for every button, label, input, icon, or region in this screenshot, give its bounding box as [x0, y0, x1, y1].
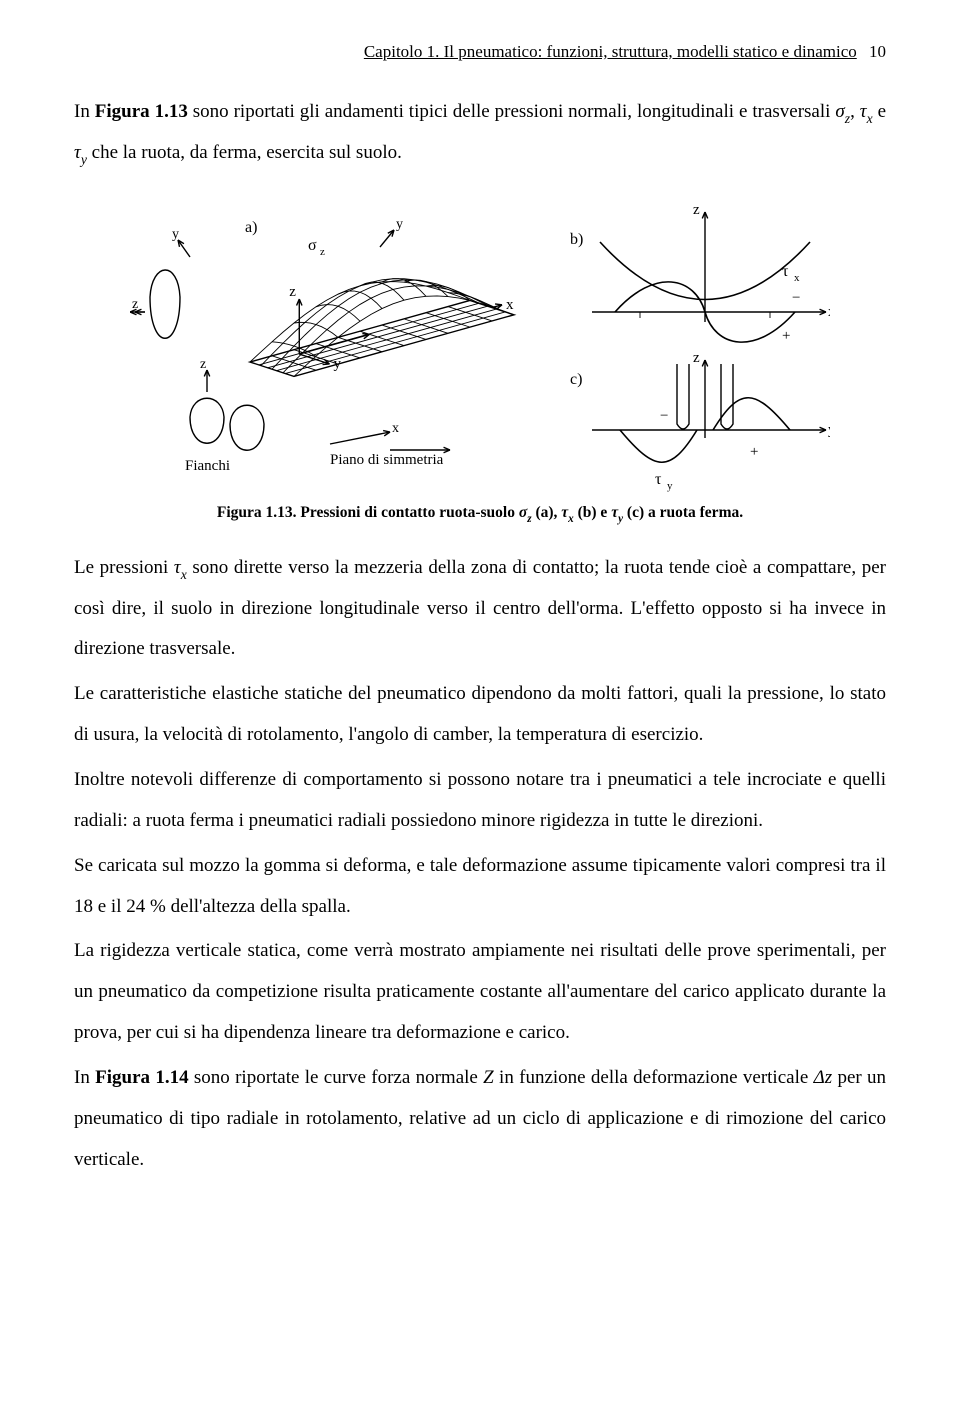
svg-text:x: x: [828, 304, 830, 320]
svg-text:y: y: [396, 217, 403, 232]
paragraph-5: La rigidezza verticale statica, come ver…: [74, 931, 886, 1054]
svg-text:a): a): [245, 219, 257, 236]
svg-text:x: x: [506, 296, 514, 312]
svg-text:y: y: [334, 356, 342, 372]
paragraph-6: In Figura 1.14 sono riportate le curve f…: [74, 1058, 886, 1181]
svg-text:−: −: [660, 408, 668, 424]
svg-text:y: y: [172, 227, 179, 242]
page-number: 10: [869, 42, 886, 61]
svg-text:y: y: [667, 480, 673, 492]
paragraph-3: Inoltre notevoli differenze di comportam…: [74, 760, 886, 842]
svg-text:τ: τ: [655, 471, 662, 488]
svg-text:−: −: [792, 290, 800, 306]
svg-text:z: z: [289, 284, 296, 300]
svg-text:x: x: [794, 272, 800, 284]
svg-text:z: z: [693, 350, 700, 366]
svg-text:z: z: [200, 357, 206, 372]
svg-text:Piano di simmetria: Piano di simmetria: [330, 452, 444, 468]
paragraph-4: Se caricata sul mozzo la gomma si deform…: [74, 846, 886, 928]
running-header: Capitolo 1. Il pneumatico: funzioni, str…: [74, 42, 886, 62]
svg-text:+: +: [750, 444, 758, 460]
svg-text:c): c): [570, 371, 582, 388]
figure-caption: Figura 1.13. Pressioni di contatto ruota…: [74, 504, 886, 524]
intro-paragraph: In Figura 1.13 sono riportati gli andame…: [74, 92, 886, 174]
svg-text:z: z: [132, 297, 138, 312]
svg-text:y: y: [828, 422, 830, 438]
figure-1-13: zya)zyσzxzFianchiPiano di simmetriaxyb)z…: [74, 192, 886, 492]
svg-text:b): b): [570, 231, 583, 248]
svg-text:x: x: [392, 421, 399, 436]
fig-ref-113: Figura 1.13: [95, 101, 188, 122]
paragraph-2: Le caratteristiche elastiche statiche de…: [74, 674, 886, 756]
svg-text:z: z: [320, 246, 325, 258]
svg-text:Fianchi: Fianchi: [185, 458, 230, 474]
svg-text:τ: τ: [782, 263, 789, 280]
svg-text:z: z: [693, 202, 700, 218]
figure-svg: zya)zyσzxzFianchiPiano di simmetriaxyb)z…: [130, 192, 830, 492]
running-title: Capitolo 1. Il pneumatico: funzioni, str…: [364, 42, 857, 61]
svg-text:+: +: [782, 328, 790, 344]
fig-ref-114: Figura 1.14: [95, 1067, 188, 1088]
svg-text:σ: σ: [308, 237, 317, 254]
paragraph-1: Le pressioni τx sono dirette verso la me…: [74, 548, 886, 671]
